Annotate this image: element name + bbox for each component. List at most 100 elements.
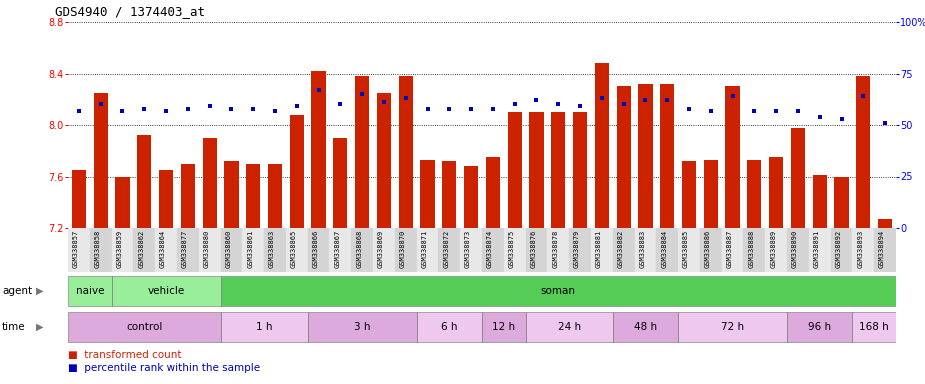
Point (769, 108, 783, 114)
Point (376, 99, 391, 106)
Bar (399, 76, 413, 228)
Bar (874, 228, 896, 272)
Bar (704, 160, 718, 228)
Text: GSM338861: GSM338861 (247, 229, 253, 268)
Text: GSM338873: GSM338873 (465, 229, 471, 268)
Bar (678, 228, 700, 272)
Bar (482, 228, 504, 272)
Bar (93, 93, 108, 228)
Text: GSM338878: GSM338878 (552, 229, 559, 268)
Point (878, 120, 893, 126)
Text: 1 h: 1 h (256, 322, 272, 332)
Bar (813, 175, 827, 228)
Bar (242, 228, 265, 272)
Bar (203, 138, 216, 228)
Bar (834, 177, 848, 228)
Point (638, 97, 653, 103)
Bar (504, 228, 525, 272)
Text: ▶: ▶ (36, 286, 43, 296)
Text: GSM338877: GSM338877 (182, 229, 188, 268)
Bar (878, 219, 893, 228)
Text: GSM338865: GSM338865 (290, 229, 297, 268)
Text: GSM338889: GSM338889 (771, 229, 776, 268)
Text: GSM338890: GSM338890 (792, 229, 798, 268)
Text: GSM338882: GSM338882 (618, 229, 623, 268)
Point (290, 103, 304, 109)
Text: GSM338874: GSM338874 (487, 229, 493, 268)
Bar (352, 228, 373, 272)
Bar (333, 138, 348, 228)
Bar (700, 228, 722, 272)
Text: GSM338876: GSM338876 (530, 229, 536, 268)
Text: ■  percentile rank within the sample: ■ percentile rank within the sample (68, 363, 260, 373)
Bar (525, 312, 612, 342)
Bar (308, 312, 416, 342)
Text: GSM338892: GSM338892 (835, 229, 842, 268)
Bar (482, 312, 525, 342)
Text: GSM338868: GSM338868 (356, 229, 363, 268)
Bar (308, 228, 329, 272)
Bar (286, 228, 308, 272)
Point (93, 101, 108, 108)
Text: GSM338887: GSM338887 (726, 229, 733, 268)
Bar (548, 228, 569, 272)
Point (333, 101, 348, 108)
Point (224, 106, 239, 112)
Point (703, 108, 718, 114)
Point (267, 108, 282, 114)
Bar (529, 112, 544, 228)
Point (616, 101, 631, 108)
Text: GSM338872: GSM338872 (443, 229, 450, 268)
Text: GSM338880: GSM338880 (204, 229, 210, 268)
Point (660, 97, 674, 103)
Bar (438, 228, 461, 272)
Text: GSM338859: GSM338859 (117, 229, 122, 268)
Bar (199, 228, 220, 272)
Text: GDS4940 / 1374403_at: GDS4940 / 1374403_at (55, 5, 205, 18)
Point (420, 106, 435, 112)
Bar (112, 276, 220, 306)
Bar (312, 71, 326, 228)
Bar (112, 228, 133, 272)
Bar (68, 276, 112, 306)
Bar (508, 112, 522, 228)
Bar (765, 228, 787, 272)
Bar (638, 84, 652, 228)
Bar (220, 276, 896, 306)
Bar (133, 228, 155, 272)
Point (856, 93, 870, 99)
Point (573, 103, 587, 109)
Bar (769, 157, 783, 228)
Bar (395, 228, 416, 272)
Text: GSM338869: GSM338869 (378, 229, 384, 268)
Point (834, 116, 849, 122)
Bar (416, 228, 438, 272)
Bar (290, 115, 304, 228)
Text: GSM338875: GSM338875 (509, 229, 514, 268)
Point (507, 101, 522, 108)
Bar (744, 228, 765, 272)
Bar (461, 228, 482, 272)
Point (203, 103, 217, 109)
Text: GSM338863: GSM338863 (269, 229, 275, 268)
Point (812, 114, 827, 120)
Text: 24 h: 24 h (558, 322, 581, 332)
Bar (591, 228, 612, 272)
Bar (246, 164, 260, 228)
Point (442, 106, 457, 112)
Bar (791, 127, 805, 228)
Text: soman: soman (541, 286, 575, 296)
Bar (159, 170, 173, 228)
Bar (617, 86, 631, 228)
Bar (180, 164, 195, 228)
Text: time: time (2, 322, 26, 332)
Bar (525, 228, 548, 272)
Text: 72 h: 72 h (721, 322, 744, 332)
Text: GSM338891: GSM338891 (814, 229, 820, 268)
Bar (657, 228, 678, 272)
Text: GSM338866: GSM338866 (313, 229, 318, 268)
Bar (857, 76, 870, 228)
Point (463, 106, 478, 112)
Bar (787, 312, 853, 342)
Text: 6 h: 6 h (441, 322, 458, 332)
